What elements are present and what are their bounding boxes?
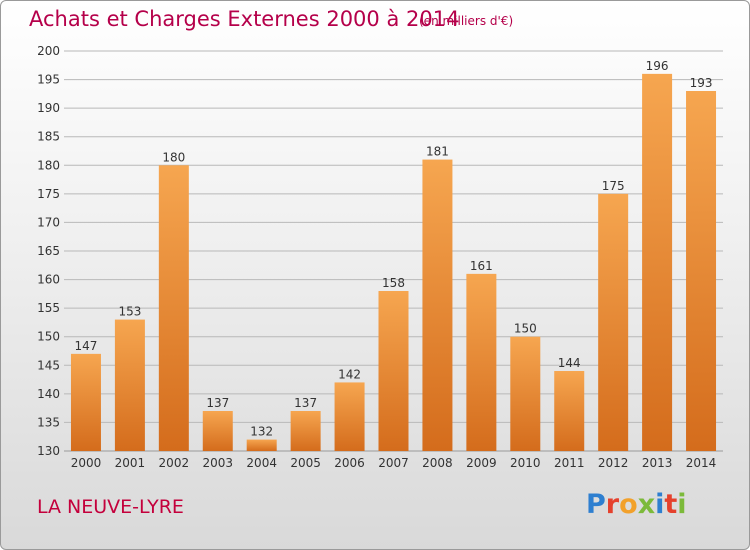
data-label: 150 <box>514 322 537 336</box>
y-tick-label: 165 <box>37 244 60 258</box>
bar <box>114 319 145 451</box>
data-label: 132 <box>250 425 273 439</box>
bar <box>158 165 189 452</box>
y-tick-label: 185 <box>37 130 60 144</box>
x-tick-label: 2005 <box>290 456 321 470</box>
data-label: 180 <box>162 150 185 164</box>
chart-title: Achats et Charges Externes 2000 à 2014 <box>29 7 460 31</box>
x-tick-label: 2012 <box>598 456 629 470</box>
brand-letter: o <box>619 489 638 520</box>
y-tick-label: 180 <box>37 158 60 172</box>
y-tick-label: 155 <box>37 301 60 315</box>
x-tick-label: 2008 <box>422 456 453 470</box>
y-tick-label: 135 <box>37 415 60 429</box>
brand-letter: x <box>637 489 656 520</box>
x-tick-label: 2001 <box>115 456 146 470</box>
bar <box>334 382 365 451</box>
brand-letter: P <box>586 489 606 520</box>
x-tick-label: 2000 <box>71 456 102 470</box>
y-tick-label: 160 <box>37 273 60 287</box>
x-tick-label: 2003 <box>202 456 233 470</box>
data-label: 181 <box>426 145 449 159</box>
data-label: 158 <box>382 276 405 290</box>
x-tick-label: 2002 <box>159 456 190 470</box>
data-label: 175 <box>602 179 625 193</box>
labels: 130 135 140 145 150 155 160 165 170 175 180 185 190 1… <box>37 44 716 470</box>
x-tick-label: 2009 <box>466 456 497 470</box>
place-name: LA NEUVE-LYRE <box>37 496 184 518</box>
data-label: 144 <box>558 356 581 370</box>
data-label: 161 <box>470 259 493 273</box>
bar <box>378 291 409 451</box>
data-label: 147 <box>75 339 98 353</box>
data-label: 137 <box>206 396 229 410</box>
bar <box>554 371 585 451</box>
brand-letter: t <box>664 489 678 520</box>
brand-letter: i <box>677 489 687 520</box>
data-label: 193 <box>690 76 713 90</box>
y-tick-label: 140 <box>37 387 60 401</box>
x-tick-label: 2011 <box>554 456 585 470</box>
y-tick-label: 175 <box>37 187 60 201</box>
brand-logo: Proxiti <box>586 489 687 520</box>
chart-unit: (en milliers d'€) <box>419 14 514 28</box>
y-tick-label: 190 <box>37 101 60 115</box>
x-tick-label: 2006 <box>334 456 365 470</box>
x-tick-label: 2014 <box>686 456 717 470</box>
bar <box>598 193 629 451</box>
y-tick-label: 145 <box>37 358 60 372</box>
bar <box>686 91 717 451</box>
bar <box>466 273 497 451</box>
x-tick-label: 2007 <box>378 456 409 470</box>
data-label: 142 <box>338 367 361 381</box>
bar <box>246 439 277 451</box>
brand-letter: i <box>655 489 665 520</box>
x-tick-label: 2013 <box>642 456 673 470</box>
y-tick-label: 195 <box>37 73 60 87</box>
bar <box>422 159 453 452</box>
bar <box>642 73 673 451</box>
bar <box>510 336 541 451</box>
x-tick-label: 2010 <box>510 456 541 470</box>
y-tick-label: 200 <box>37 44 60 58</box>
data-label: 196 <box>646 59 669 73</box>
bars <box>70 73 717 452</box>
data-label: 137 <box>294 396 317 410</box>
bar <box>202 411 233 451</box>
data-label: 153 <box>118 305 141 319</box>
bar <box>290 411 321 451</box>
y-tick-label: 130 <box>37 444 60 458</box>
y-tick-label: 150 <box>37 330 60 344</box>
y-tick-label: 170 <box>37 215 60 229</box>
x-tick-label: 2004 <box>246 456 277 470</box>
bar <box>70 353 101 451</box>
brand-letter: r <box>605 489 620 520</box>
